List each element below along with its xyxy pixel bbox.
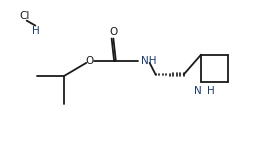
Text: O: O bbox=[110, 27, 118, 37]
Text: N: N bbox=[194, 86, 201, 96]
Text: H: H bbox=[206, 86, 214, 96]
Text: H: H bbox=[32, 26, 40, 36]
Text: NH: NH bbox=[141, 56, 157, 66]
Text: O: O bbox=[85, 56, 93, 66]
Text: Cl: Cl bbox=[20, 11, 30, 21]
